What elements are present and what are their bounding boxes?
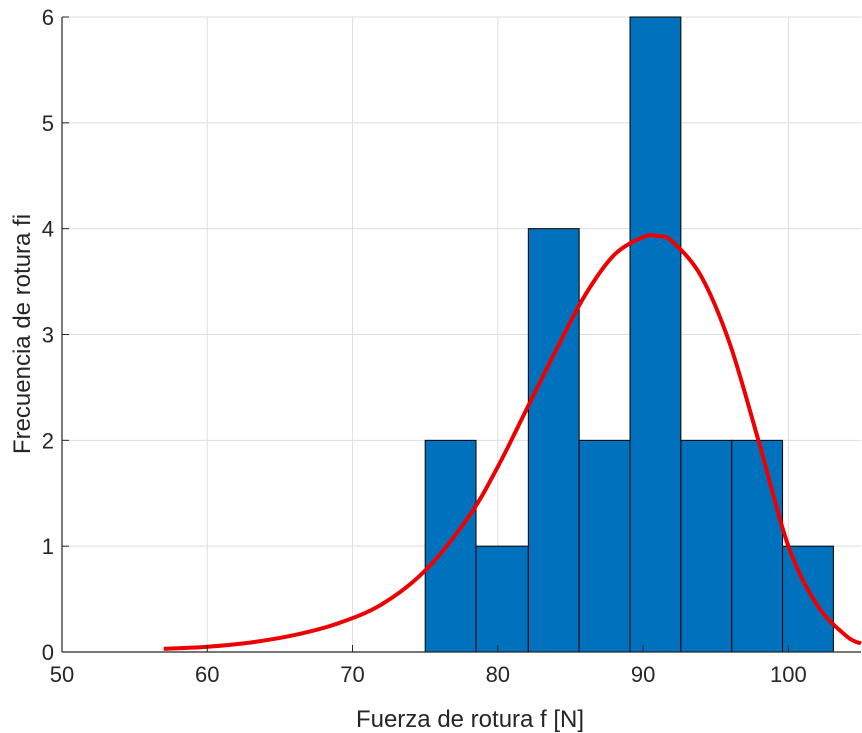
histogram-bar-3: [527, 228, 580, 653]
y-tick-label: 1: [42, 534, 54, 559]
histogram-bar-2: [475, 545, 529, 653]
y-tick-label: 4: [42, 217, 54, 242]
y-tick-label: 0: [42, 640, 54, 665]
x-tick-label: 80: [486, 662, 510, 687]
axes: [61, 16, 861, 653]
fitted-curve: [163, 233, 862, 651]
x-tick-label: 90: [631, 662, 655, 687]
y-tick-label: 3: [42, 323, 54, 348]
y-axis-label: Frecuencia de rotura fi: [9, 214, 36, 454]
y-tick-label: 5: [42, 111, 54, 136]
histogram-bar-8: [782, 545, 834, 653]
y-tick-labels: 0 1 2 3 4 5 6: [42, 5, 54, 665]
x-tick-labels: 50 60 70 80 90 100: [50, 662, 807, 687]
y-tick-label: 2: [42, 428, 54, 453]
x-tick-label: 60: [195, 662, 219, 687]
y-tick-label: 6: [42, 5, 54, 30]
histogram-bar-4: [578, 439, 631, 653]
fitted-curve-layer: [163, 233, 862, 651]
histogram-bars: [424, 16, 834, 653]
histogram-bar-5: [629, 16, 682, 653]
histogram-bar-1: [424, 439, 477, 653]
x-tick-label: 70: [340, 662, 364, 687]
histogram-bar-6: [680, 439, 733, 653]
histogram-bar-7: [731, 439, 784, 653]
x-tick-label: 100: [770, 662, 807, 687]
x-axis-label: Fuerza de rotura f [N]: [356, 706, 584, 733]
x-tick-label: 50: [50, 662, 74, 687]
